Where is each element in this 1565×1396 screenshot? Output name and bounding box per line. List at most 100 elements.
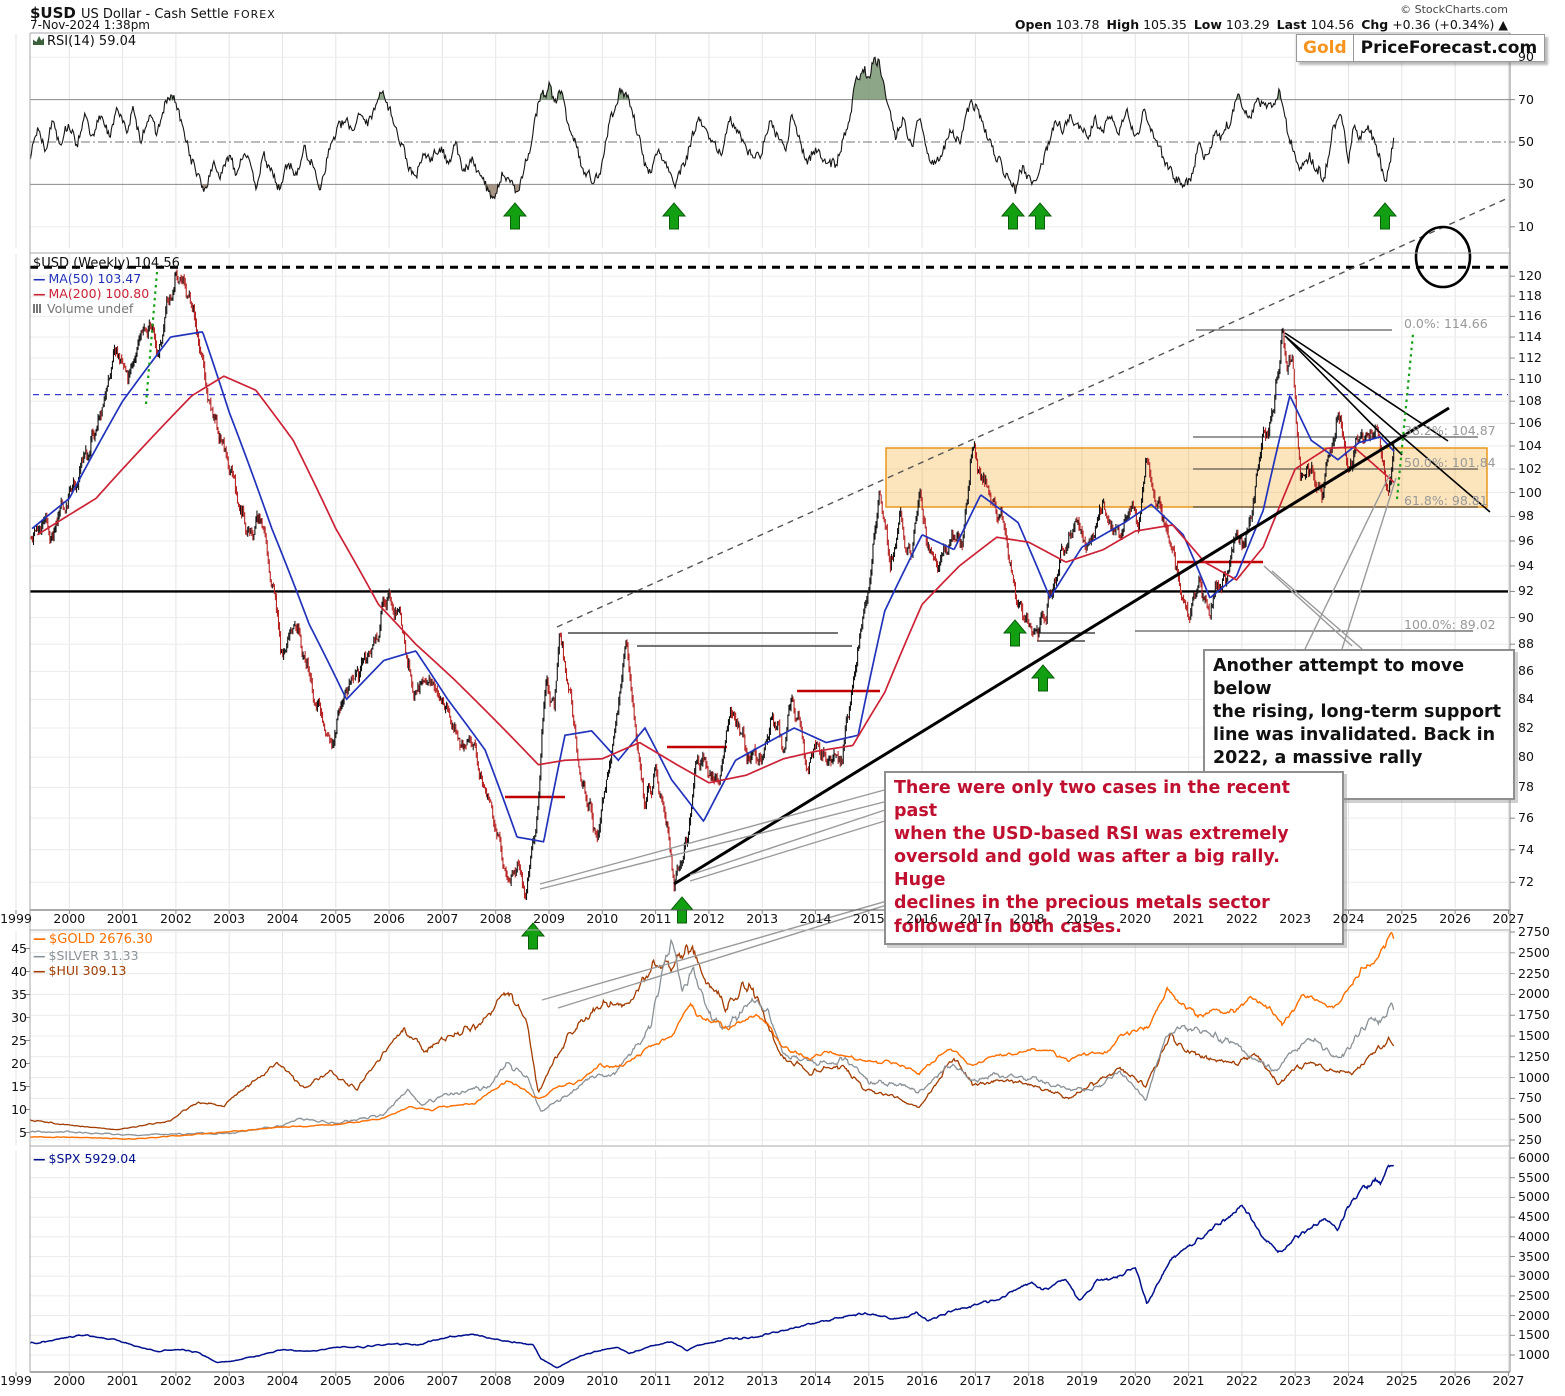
x-axis-year-label: 2016 <box>906 1373 938 1388</box>
usd-axis-tick-label: 74 <box>1518 841 1534 857</box>
callout-pointer-line <box>1271 570 1363 650</box>
chart-datetime: 7-Nov-2024 1:38pm <box>30 18 150 32</box>
gold-axis-tick-label: 2500 <box>1518 944 1550 960</box>
spx-axis-tick-label: 3500 <box>1518 1248 1550 1264</box>
quote-label: High <box>1106 17 1140 32</box>
hui-line <box>30 943 1395 1131</box>
fib-label-0: 0.0%: 114.66 <box>1404 316 1488 331</box>
callout-pointer-line <box>689 808 889 876</box>
gold-line <box>30 931 1395 1140</box>
quote-value: 104.56 <box>1306 17 1355 32</box>
usd-axis-tick-label: 114 <box>1518 329 1542 345</box>
x-axis-year-label: 2000 <box>53 911 86 926</box>
logo-gold-word: Gold <box>1297 35 1354 61</box>
x-axis-year-label: 2005 <box>319 1373 352 1388</box>
rising-support-line <box>673 406 1450 886</box>
x-axis-year-label: 2008 <box>479 911 512 926</box>
x-axis-year-label: 2018 <box>1012 911 1045 926</box>
gold-legend-label: $GOLD 2676.30 <box>49 932 153 947</box>
quote-label: Open <box>1014 17 1052 32</box>
x-axis-year-label: 2016 <box>906 911 938 926</box>
x-axis-year-label: 2020 <box>1119 1373 1152 1388</box>
x-axis-year-label: 2000 <box>53 1373 86 1388</box>
quote-label: Chg <box>1361 17 1389 32</box>
callout-pointer-line <box>689 819 889 882</box>
x-axis-year-label: 2025 <box>1385 1373 1418 1388</box>
symbol-description: US Dollar - Cash Settle <box>80 7 229 22</box>
rsi-axis-tick-label: 70 <box>1518 91 1534 107</box>
x-axis-year-label: 2018 <box>1012 1373 1045 1388</box>
usd-axis-tick-label: 76 <box>1518 810 1534 826</box>
usd-axis-tick-label: 92 <box>1518 583 1534 599</box>
ohlc-quote-bar: Open 103.78 High 105.35 Low 103.29 Last 104… <box>1008 17 1508 32</box>
rsi-axis-tick-label: 90 <box>1518 49 1534 65</box>
silver-axis-tick-label: 20 <box>11 1055 27 1071</box>
silver-swatch: — <box>33 948 46 963</box>
x-axis-year-label: 2015 <box>852 1373 885 1388</box>
usd-axis-tick-label: 120 <box>1518 268 1542 284</box>
silver-axis-tick-label: 35 <box>11 986 27 1002</box>
x-axis-year-label: 2004 <box>266 911 299 926</box>
quote-value: 103.29 <box>1221 17 1270 32</box>
x-axis-year-label: 2011 <box>639 911 672 926</box>
green-up-arrow <box>1027 202 1053 230</box>
ma200-legend: — MA(200) 100.80 <box>33 287 149 301</box>
usd-axis-tick-label: 112 <box>1518 350 1542 366</box>
silver-axis-tick-label: 45 <box>11 940 27 956</box>
spx-legend-label: $SPX 5929.04 <box>48 1151 137 1166</box>
rsi-axis-tick-label: 30 <box>1518 176 1534 192</box>
callout-pointer-line <box>1263 565 1353 647</box>
green-up-arrow <box>1030 664 1056 692</box>
x-axis-year-label: 2014 <box>799 1373 832 1388</box>
usd-axis-tick-label: 84 <box>1518 691 1534 707</box>
gold-legend: — $GOLD 2676.30 <box>33 933 153 947</box>
x-axis-year-label: 2015 <box>852 911 885 926</box>
ma50-legend: — MA(50) 103.47 <box>33 272 141 286</box>
ma200-line <box>36 375 1395 784</box>
gold-axis-tick-label: 1750 <box>1518 1007 1550 1023</box>
ma200-legend-label: MA(200) 100.80 <box>48 286 150 301</box>
rsi-overbought-fill <box>167 57 1282 100</box>
symbol-label: $USD <box>30 4 76 22</box>
x-axis-year-label: 2006 <box>373 911 405 926</box>
rsi-line <box>30 56 1395 200</box>
goldpriceforecast-logo[interactable]: Gold PriceForecast.com <box>1296 34 1546 62</box>
x-axis-year-label: 2021 <box>1172 911 1205 926</box>
x-axis-year-label: 2005 <box>319 911 352 926</box>
chart-title: $USD US Dollar - Cash Settle FOREX <box>30 3 276 22</box>
x-axis-year-label: 2007 <box>426 1373 459 1388</box>
green-up-arrow <box>1372 202 1398 230</box>
green-up-arrow <box>1000 202 1026 230</box>
declining-trend-line <box>1284 332 1449 442</box>
callout-pointer-line <box>557 898 907 1009</box>
fib-label-618: 61.8%: 98.81 <box>1404 493 1488 508</box>
declining-trend-line <box>1286 337 1403 456</box>
silver-axis-tick-label: 25 <box>11 1032 27 1048</box>
gold-axis-tick-label: 750 <box>1518 1090 1542 1106</box>
data-series <box>30 56 1395 1369</box>
metals-series <box>30 931 1395 1140</box>
silver-axis-tick-label: 40 <box>11 963 27 979</box>
quote-label: Last <box>1276 17 1307 32</box>
x-axis-year-label: 2010 <box>586 911 619 926</box>
breakout-circle-annotation <box>1414 225 1472 289</box>
usd-axis-tick-label: 82 <box>1518 719 1534 735</box>
x-axis-year-label: 2009 <box>533 1373 565 1388</box>
declining-trend-line <box>1284 335 1491 513</box>
ma50-swatch: — <box>33 271 46 286</box>
quote-value: +0.36 (+0.34%) ▲ <box>1388 17 1508 32</box>
x-axis-year-label: 2026 <box>1439 1373 1471 1388</box>
ma200-swatch: — <box>33 286 46 301</box>
x-axis-year-label: 2010 <box>586 1373 619 1388</box>
usd-axis-tick-label: 78 <box>1518 779 1534 795</box>
x-axis-year-label: 2008 <box>479 1373 512 1388</box>
fib-label-50: 50.0%: 101.84 <box>1404 455 1496 470</box>
rsi-axis-tick-label: 10 <box>1518 218 1534 234</box>
ma50-legend-label: MA(50) 103.47 <box>48 271 142 286</box>
gold-swatch: — <box>33 932 46 947</box>
spx-axis-tick-label: 5000 <box>1518 1189 1550 1205</box>
green-up-arrow <box>502 202 528 230</box>
x-axis-year-label: 2012 <box>692 1373 725 1388</box>
